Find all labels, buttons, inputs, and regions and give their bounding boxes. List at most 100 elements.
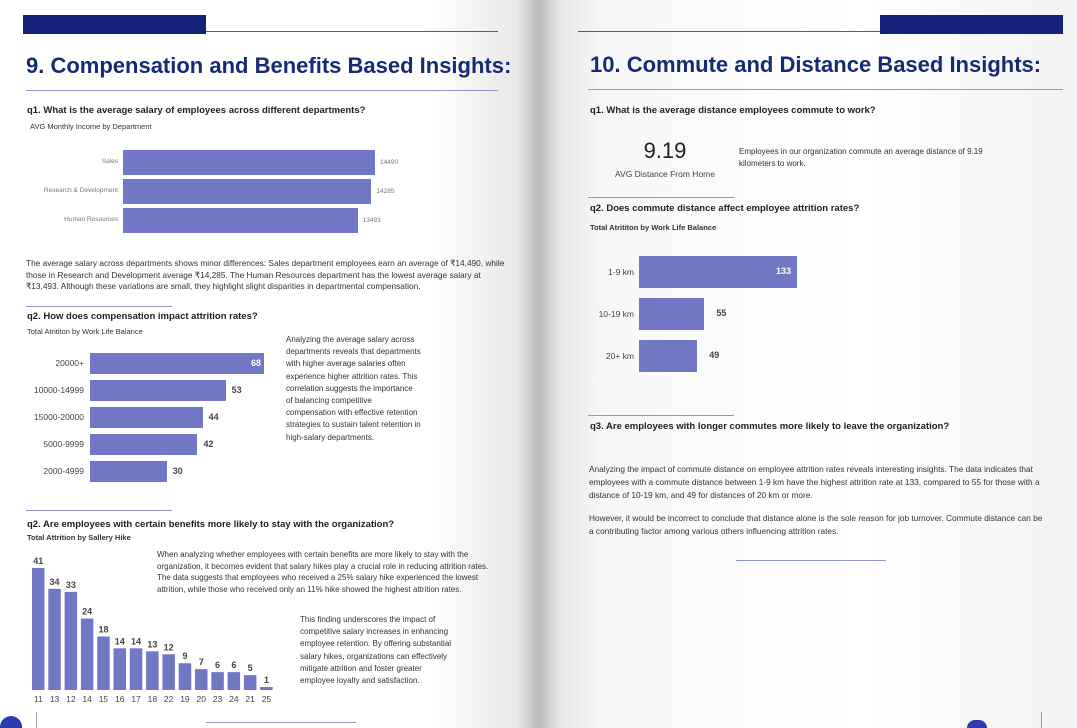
category-label: Research & Development	[43, 187, 118, 194]
bar	[243, 675, 257, 690]
section-heading: 10. Commute and Distance Based Insights:	[590, 52, 1042, 77]
bar	[32, 568, 45, 690]
category-label: 20+ km	[605, 351, 634, 361]
data-label: 68	[250, 358, 261, 368]
category-label: 1-9 km	[608, 267, 634, 277]
data-label: 7	[199, 657, 204, 667]
header-bar	[880, 15, 1063, 34]
category-label: 5000-9999	[43, 439, 84, 449]
data-label: 13493	[362, 217, 381, 224]
tick-label: 13	[50, 694, 60, 704]
data-label: 41	[33, 556, 43, 566]
bar	[639, 340, 698, 372]
category-label: 20000+	[55, 358, 84, 368]
tick-label: 21	[245, 694, 255, 704]
category-label: 10-19 km	[598, 309, 634, 319]
section-rule	[588, 415, 734, 416]
bar	[113, 648, 126, 690]
data-label: 6	[231, 660, 236, 670]
header-line	[578, 31, 880, 32]
data-label: 14285	[376, 188, 395, 195]
tick-label: 22	[164, 694, 174, 704]
tick-label: 24	[229, 694, 239, 704]
data-label: 14490	[380, 159, 399, 166]
tick-label: 18	[148, 694, 158, 704]
page-tab-icon	[0, 716, 22, 728]
chart-title: Total Atrititon by Work Life Balance	[590, 223, 717, 232]
page-marker	[36, 712, 37, 728]
bar	[129, 648, 143, 690]
compensation-attrition-chart: 20000+ 68 10000-14999 53 15000-20000 44 5000-9…	[0, 345, 290, 490]
bar	[90, 434, 198, 455]
question-q1: q1. What is the average salary of employ…	[27, 105, 366, 116]
data-label: 49	[709, 350, 720, 360]
data-label: 14	[131, 636, 141, 646]
category-label: Human Resources	[64, 216, 118, 223]
bar	[80, 618, 94, 690]
tick-label: 16	[115, 694, 125, 704]
data-label: 34	[50, 577, 60, 587]
data-label: 44	[208, 412, 219, 422]
data-label: 55	[716, 308, 727, 318]
data-label: 18	[98, 624, 108, 634]
section-rule	[26, 510, 172, 511]
tick-label: 19	[180, 694, 190, 704]
commute-attrition-chart: 1-9 km 133 10-19 km 55 20+ km 49	[538, 250, 838, 380]
bar	[178, 663, 192, 690]
page-marker	[1041, 712, 1042, 728]
bar	[90, 461, 167, 482]
section-rule	[26, 306, 172, 307]
data-label: 24	[82, 607, 92, 617]
bar	[90, 407, 203, 428]
tick-label: 20	[197, 694, 207, 704]
q1-paragraph: Employees in our organization commute an…	[739, 147, 983, 168]
left-page: 9. Compensation and Benefits Based Insig…	[0, 0, 538, 728]
q2a-paragraph: Analyzing the average salary across depa…	[286, 335, 421, 442]
bar	[639, 256, 797, 288]
bar	[48, 588, 61, 690]
tick-label: 11	[34, 694, 43, 704]
data-label: 53	[231, 385, 242, 395]
question-q3: q3. Are employees with longer commutes m…	[590, 421, 950, 432]
data-label: 12	[164, 642, 174, 652]
tick-label: 25	[262, 694, 272, 704]
salary-hike-chart: 4111341333122414181514161417131812229197…	[32, 556, 273, 704]
q3-paragraph-1: Analyzing the impact of commute distance…	[589, 464, 1040, 500]
data-label: 5	[248, 663, 253, 673]
right-page: 10. Commute and Distance Based Insights:…	[538, 0, 1077, 728]
header-line	[206, 31, 498, 32]
tick-label: 14	[82, 694, 92, 704]
heading-rule	[588, 89, 1063, 90]
section-rule	[588, 197, 734, 198]
category-label: 15000-20000	[33, 412, 84, 422]
data-label: 6	[215, 660, 220, 670]
heading-rule	[26, 90, 498, 91]
q2b-paragraph-2: This finding underscores the impact of c…	[300, 615, 452, 686]
q3-paragraph-2: However, it would be incorrect to conclu…	[589, 513, 1043, 536]
chart-title: AVG Monthly Income by Department	[30, 122, 152, 131]
footer-rule	[206, 722, 356, 723]
header-bar	[23, 15, 206, 34]
data-label: 14	[115, 636, 125, 646]
tick-label: 17	[131, 694, 141, 704]
data-label: 42	[203, 439, 214, 449]
data-label: 30	[172, 466, 183, 476]
bar	[162, 654, 175, 690]
tick-label: 23	[213, 694, 223, 704]
data-label: 133	[775, 266, 791, 276]
data-label: 13	[147, 639, 157, 649]
data-label: 9	[182, 651, 187, 661]
bar	[97, 636, 110, 690]
chart-title: Total Atrititon by Work Life Balance	[27, 327, 143, 336]
kpi-label: AVG Distance From Home	[615, 169, 715, 179]
tick-label: 15	[99, 694, 109, 704]
bar	[64, 591, 78, 690]
department-income-chart: Sales 14490 Research & Development 14285 Hum…	[0, 145, 520, 245]
bar	[227, 672, 241, 690]
bar	[211, 672, 224, 690]
question-q2b: q2. Are employees with certain benefits …	[27, 519, 395, 530]
question-q2: q2. Does commute distance affect employe…	[590, 203, 860, 214]
category-label: 2000-4999	[43, 466, 84, 476]
tick-label: 12	[66, 694, 76, 704]
